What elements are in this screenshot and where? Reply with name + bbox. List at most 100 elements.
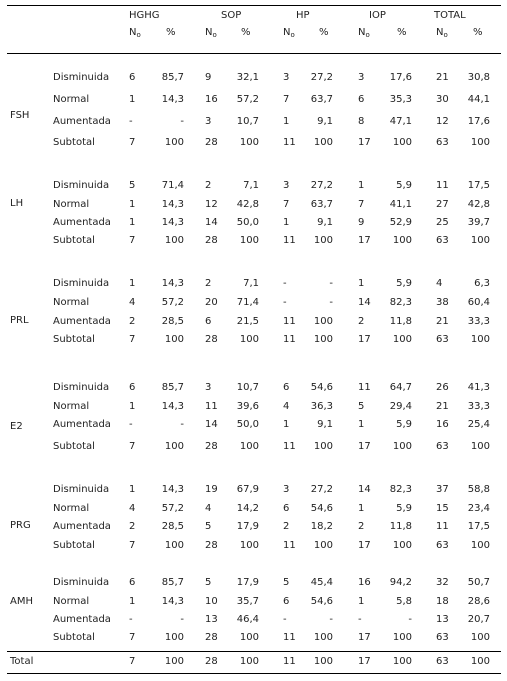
percent-cell: 58,8 bbox=[467, 484, 490, 495]
percent-cell: 39,7 bbox=[467, 217, 490, 228]
percent-cell: 100 bbox=[392, 540, 412, 551]
percent-cell: 41,3 bbox=[467, 382, 490, 393]
total-percent-cell: 100 bbox=[164, 656, 184, 667]
count-cell: 1 bbox=[283, 419, 290, 430]
percent-cell: 100 bbox=[470, 632, 490, 643]
count-cell: 13 bbox=[205, 614, 218, 625]
hormone-label: AMH bbox=[10, 596, 33, 607]
count-cell: 28 bbox=[205, 441, 218, 452]
count-cell: 5 bbox=[358, 401, 365, 412]
percent-cell: 100 bbox=[239, 137, 259, 148]
percent-cell: 100 bbox=[239, 441, 259, 452]
percent-cell: 57,2 bbox=[161, 297, 184, 308]
row-label: Normal bbox=[53, 94, 90, 105]
count-cell: 63 bbox=[436, 540, 449, 551]
group-header-hp: HP bbox=[296, 10, 310, 21]
count-cell: 1 bbox=[129, 199, 136, 210]
group-header-hghg: HGHG bbox=[129, 10, 160, 21]
percent-cell: 100 bbox=[313, 137, 333, 148]
count-cell: 26 bbox=[436, 382, 449, 393]
percent-cell: 100 bbox=[313, 334, 333, 345]
percent-cell: 35,7 bbox=[236, 596, 259, 607]
total-count-cell: 17 bbox=[358, 656, 371, 667]
count-cell: 3 bbox=[358, 72, 365, 83]
count-cell: 17 bbox=[358, 441, 371, 452]
percent-cell: 14,2 bbox=[236, 503, 259, 514]
percent-cell: 100 bbox=[313, 316, 333, 327]
row-label: Subtotal bbox=[53, 441, 95, 452]
row-label: Normal bbox=[53, 297, 90, 308]
n-column-header: No bbox=[205, 27, 217, 39]
percent-cell: 5,8 bbox=[396, 596, 412, 607]
percent-cell: 14,3 bbox=[161, 596, 184, 607]
count-cell: 25 bbox=[436, 217, 449, 228]
percent-cell: 100 bbox=[164, 441, 184, 452]
percent-cell: 5,9 bbox=[396, 503, 412, 514]
percent-cell: 57,2 bbox=[236, 94, 259, 105]
percent-cell: - bbox=[180, 116, 184, 127]
row-label: Subtotal bbox=[53, 137, 95, 148]
count-cell: 16 bbox=[436, 419, 449, 430]
percent-cell: 28,5 bbox=[161, 521, 184, 532]
count-cell: 1 bbox=[129, 217, 136, 228]
count-cell: 9 bbox=[205, 72, 212, 83]
count-cell: 1 bbox=[283, 116, 290, 127]
count-cell: 3 bbox=[283, 72, 290, 83]
total-count-cell: 11 bbox=[283, 656, 296, 667]
n-subscript: o bbox=[290, 31, 295, 39]
count-cell: 6 bbox=[129, 72, 136, 83]
count-cell: 21 bbox=[436, 72, 449, 83]
count-cell: 1 bbox=[358, 278, 365, 289]
n-column-header: No bbox=[129, 27, 141, 39]
percent-cell: 60,4 bbox=[467, 297, 490, 308]
count-cell: 4 bbox=[129, 503, 136, 514]
percent-cell: 14,3 bbox=[161, 278, 184, 289]
count-cell: 14 bbox=[205, 419, 218, 430]
n-label: N bbox=[358, 27, 366, 38]
percent-cell: 67,9 bbox=[236, 484, 259, 495]
percent-cell: 100 bbox=[313, 632, 333, 643]
percent-cell: 28,6 bbox=[467, 596, 490, 607]
percent-cell: 39,6 bbox=[236, 401, 259, 412]
count-cell: 1 bbox=[358, 503, 365, 514]
percent-cell: 23,4 bbox=[467, 503, 490, 514]
percent-cell: 30,8 bbox=[467, 72, 490, 83]
percent-cell: 71,4 bbox=[236, 297, 259, 308]
percent-cell: - bbox=[329, 278, 333, 289]
n-label: N bbox=[283, 27, 291, 38]
percent-cell: 29,4 bbox=[389, 401, 412, 412]
count-cell: - bbox=[129, 116, 133, 127]
n-label: N bbox=[205, 27, 213, 38]
count-cell: - bbox=[283, 614, 287, 625]
count-cell: 17 bbox=[358, 334, 371, 345]
count-cell: 14 bbox=[205, 217, 218, 228]
row-label: Normal bbox=[53, 503, 90, 514]
count-cell: 7 bbox=[358, 199, 365, 210]
percent-cell: 33,3 bbox=[467, 401, 490, 412]
n-label: N bbox=[436, 27, 444, 38]
percent-cell: 100 bbox=[470, 137, 490, 148]
count-cell: 4 bbox=[129, 297, 136, 308]
count-cell: 16 bbox=[358, 577, 371, 588]
percent-cell: 100 bbox=[239, 235, 259, 246]
row-label: Disminuida bbox=[53, 382, 110, 393]
percent-cell: 100 bbox=[239, 632, 259, 643]
percent-cell: 50,0 bbox=[236, 217, 259, 228]
count-cell: 6 bbox=[129, 577, 136, 588]
percent-cell: 9,1 bbox=[317, 217, 333, 228]
count-cell: 38 bbox=[436, 297, 449, 308]
n-subscript: o bbox=[212, 31, 217, 39]
percent-cell: 33,3 bbox=[467, 316, 490, 327]
count-cell: 63 bbox=[436, 235, 449, 246]
percent-cell: 28,5 bbox=[161, 316, 184, 327]
row-label: Aumentada bbox=[53, 316, 111, 327]
percent-cell: 11,8 bbox=[389, 316, 412, 327]
percent-cell: 63,7 bbox=[310, 94, 333, 105]
count-cell: 11 bbox=[205, 401, 218, 412]
count-cell: 4 bbox=[436, 278, 443, 289]
percent-cell: 100 bbox=[470, 334, 490, 345]
percent-cell: 5,9 bbox=[396, 419, 412, 430]
hormone-label: PRG bbox=[10, 520, 31, 531]
count-cell: 1 bbox=[129, 401, 136, 412]
percent-cell: 100 bbox=[470, 540, 490, 551]
